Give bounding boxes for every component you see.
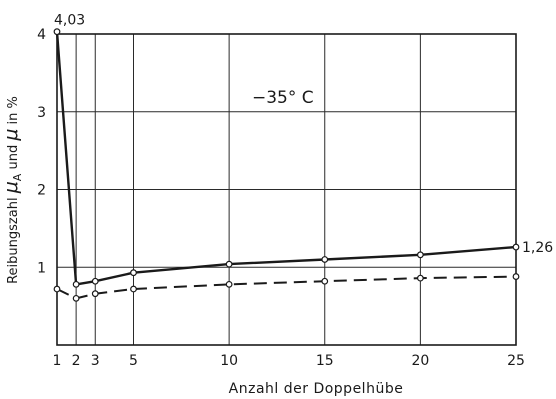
data-point-dashed xyxy=(130,285,137,293)
y-label-suffix: in % xyxy=(6,96,21,128)
x-tick-label: 1 xyxy=(53,353,62,369)
data-point-dashed xyxy=(225,280,233,288)
y-tick-label: 3 xyxy=(37,105,46,121)
data-point-dashed xyxy=(416,274,424,282)
series-line-solid xyxy=(55,31,517,286)
data-point-solid xyxy=(225,260,233,268)
plot-frame xyxy=(56,33,517,346)
data-point-dashed xyxy=(321,277,329,285)
y-label-middle: und xyxy=(6,141,21,174)
data-point-solid xyxy=(512,243,520,251)
x-tick-label: 2 xyxy=(72,353,81,369)
y-tick-label: 2 xyxy=(37,183,46,199)
y-label-mu: μ xyxy=(0,129,22,142)
condition-label: −35° C xyxy=(252,88,314,108)
data-point-solid xyxy=(72,280,80,288)
y-label-prefix: Reibungszahl xyxy=(6,193,21,284)
series xyxy=(55,31,517,300)
y-tick-label: 1 xyxy=(37,260,46,276)
data-point-solid xyxy=(321,256,329,263)
x-tick-label: 20 xyxy=(411,353,429,369)
x-tick-label: 10 xyxy=(220,353,238,369)
annotations: 4,03 1,26 xyxy=(54,13,553,256)
data-point-dashed xyxy=(512,273,520,280)
y-label-mu-a-subscript: A xyxy=(11,173,24,181)
data-point-solid xyxy=(91,277,99,285)
data-point-dashed xyxy=(91,290,99,298)
x-tick-label: 15 xyxy=(316,353,334,369)
data-point-solid xyxy=(416,251,424,259)
y-tick-label: 4 xyxy=(37,27,46,43)
data-point-solid xyxy=(130,269,137,277)
value-annotation: 4,03 xyxy=(54,13,85,29)
series-line-dashed xyxy=(56,275,517,300)
data-point-dashed xyxy=(53,285,61,293)
x-axis-label: Anzahl der Doppelhübe xyxy=(229,381,404,397)
grid-lines xyxy=(57,34,516,345)
x-tick-label: 25 xyxy=(507,353,525,369)
data-point-dashed xyxy=(72,294,80,302)
data-point-solid xyxy=(53,28,61,36)
y-label-mu-a: μ xyxy=(0,181,22,194)
x-tick-label: 5 xyxy=(129,353,138,369)
markers xyxy=(53,28,520,302)
x-tick-label: 3 xyxy=(91,353,100,369)
y-axis-label: Reibungszahl μA und μ in % xyxy=(0,96,24,284)
value-annotation: 1,26 xyxy=(522,240,553,256)
